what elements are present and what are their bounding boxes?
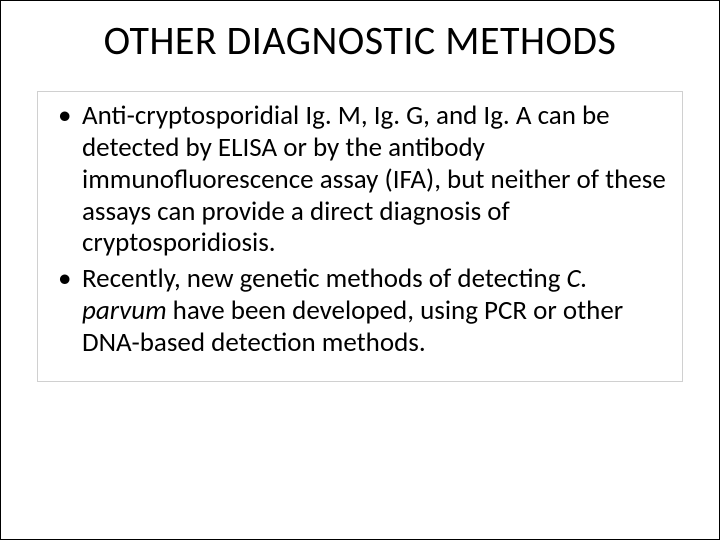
text-run: Anti-cryptosporidial Ig. M, Ig. G, and I…: [82, 99, 666, 259]
bullet-list: Anti-cryptosporidial Ig. M, Ig. G, and I…: [50, 100, 670, 359]
bullet-item: Anti-cryptosporidial Ig. M, Ig. G, and I…: [50, 100, 670, 259]
slide: OTHER DIAGNOSTIC METHODS Anti-cryptospor…: [0, 0, 720, 540]
slide-title: OTHER DIAGNOSTIC METHODS: [37, 19, 683, 63]
text-run: Recently, new genetic methods of detecti…: [82, 262, 567, 295]
slide-body: Anti-cryptosporidial Ig. M, Ig. G, and I…: [37, 91, 683, 382]
bullet-item: Recently, new genetic methods of detecti…: [50, 263, 670, 359]
